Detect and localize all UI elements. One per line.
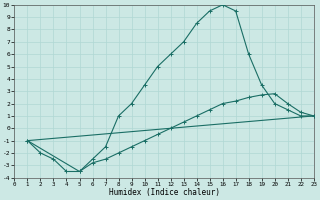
X-axis label: Humidex (Indice chaleur): Humidex (Indice chaleur) — [108, 188, 220, 197]
